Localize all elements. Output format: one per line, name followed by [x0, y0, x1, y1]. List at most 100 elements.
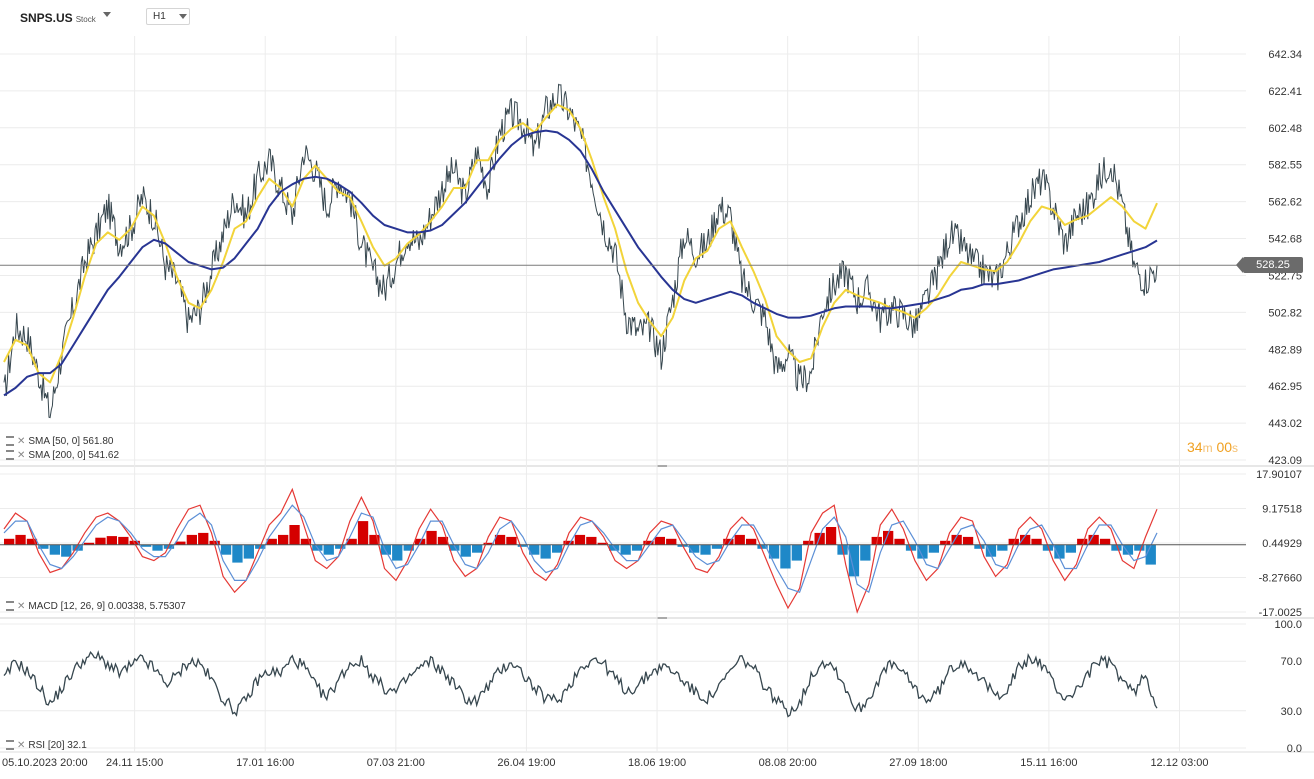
countdown-minutes-unit: m: [1202, 441, 1213, 455]
y-tick-label: -8.27660: [1259, 573, 1302, 585]
sma200-label: SMA [200, 0] 541.62: [28, 450, 120, 461]
macd-histogram-bar: [962, 536, 974, 545]
macd-panel[interactable]: [0, 487, 1246, 614]
macd-histogram-bar: [220, 544, 232, 555]
sma200-legend[interactable]: ✕ SMA [200, 0] 541.62: [6, 450, 119, 461]
macd-histogram-bar: [266, 538, 277, 545]
price-line[interactable]: [3, 83, 1158, 419]
macd-histogram-bar: [335, 544, 346, 549]
countdown-seconds-unit: s: [1232, 441, 1239, 455]
macd-histogram-bar: [552, 544, 563, 553]
sma50-legend[interactable]: ✕ SMA [50, 0] 561.80: [6, 436, 113, 447]
y-tick-label: 642.34: [1268, 49, 1302, 61]
settings-icon[interactable]: [6, 450, 14, 461]
macd-histogram-bar: [746, 538, 757, 545]
current-price-tag: 528.25: [1236, 257, 1303, 274]
price-panel[interactable]: [0, 83, 1246, 419]
macd-histogram-bar: [152, 544, 163, 551]
macd-histogram-bar: [574, 534, 586, 545]
x-tick-label: 17.01 16:00: [236, 757, 294, 769]
macd-histogram-bar: [61, 544, 72, 557]
macd-histogram-bar: [940, 540, 951, 545]
macd-histogram-bar: [26, 538, 38, 545]
macd-histogram-bar: [278, 534, 289, 545]
symbol-dropdown-icon[interactable]: [103, 12, 111, 17]
macd-histogram-bar: [118, 536, 129, 545]
timeframe-dropdown-icon: [179, 14, 187, 19]
close-icon[interactable]: ✕: [17, 450, 26, 461]
y-tick-label: 70.0: [1281, 656, 1302, 668]
macd-histogram-bar: [894, 538, 905, 545]
chart-toolbar: SNPS.US Stock H1: [0, 0, 1314, 32]
macd-histogram-bar: [597, 542, 608, 545]
chart-grid: [0, 36, 1314, 753]
y-tick-label: 602.48: [1268, 123, 1302, 135]
macd-line[interactable]: [3, 487, 1158, 614]
macd-histogram-bar: [163, 544, 175, 549]
macd-histogram-bar: [369, 534, 380, 545]
macd-histogram-bar: [175, 541, 186, 545]
rsi-legend[interactable]: ✕ RSI [20] 32.1: [6, 740, 87, 751]
macd-legend[interactable]: ✕ MACD [12, 26, 9] 0.00338, 5.75307: [6, 601, 186, 612]
panel-resize-handle[interactable]: [657, 617, 667, 619]
macd-histogram-bar: [95, 537, 106, 545]
close-icon[interactable]: ✕: [17, 601, 26, 612]
x-tick-label: 27.09 18:00: [889, 757, 947, 769]
macd-histogram-bar: [905, 544, 917, 551]
panel-resize-handle[interactable]: [657, 465, 667, 467]
y-tick-label: 0.44929: [1262, 538, 1302, 550]
symbol-selector[interactable]: SNPS.US Stock: [20, 11, 96, 25]
rsi-panel[interactable]: [3, 650, 1158, 718]
y-tick-label: 0.0: [1287, 743, 1302, 755]
y-tick-label: 100.0: [1274, 619, 1302, 631]
macd-histogram-bar: [1031, 538, 1042, 545]
macd-histogram-bar: [323, 544, 334, 555]
macd-histogram-bar: [1145, 544, 1156, 565]
macd-histogram-bar: [357, 521, 369, 545]
macd-histogram-bar: [757, 544, 768, 549]
x-tick-label: 08.08 20:00: [759, 757, 817, 769]
macd-histogram-bar: [985, 544, 997, 557]
sma50-line[interactable]: [3, 103, 1158, 384]
x-tick-label: 15.11 16:00: [1020, 757, 1077, 769]
y-tick-label: 423.09: [1268, 455, 1302, 467]
settings-icon[interactable]: [6, 601, 14, 612]
macd-histogram-bar: [1122, 544, 1134, 555]
macd-histogram-bar: [1077, 538, 1088, 545]
macd-histogram-bar: [1088, 534, 1099, 545]
macd-histogram-bar: [289, 525, 300, 545]
macd-histogram-bar: [1020, 534, 1031, 545]
close-icon[interactable]: ✕: [17, 436, 26, 447]
y-tick-label: 502.82: [1268, 307, 1302, 319]
settings-icon[interactable]: [6, 740, 14, 751]
macd-histogram-bar: [186, 534, 197, 545]
macd-histogram-bar: [426, 530, 437, 545]
macd-histogram-bar: [517, 544, 528, 547]
macd-histogram-bar: [1008, 538, 1019, 545]
rsi-line[interactable]: [3, 650, 1158, 718]
macd-histogram-bar: [1054, 544, 1065, 559]
macd-histogram-bar: [689, 544, 700, 553]
axes: 05.10.2023 20:00 24.11 15:00 17.01 16:00 07…: [2, 49, 1302, 769]
signal-line[interactable]: [3, 504, 1158, 594]
y-tick-label: 17.90107: [1256, 469, 1302, 481]
settings-icon[interactable]: [6, 436, 14, 447]
macd-histogram-bar: [380, 544, 391, 555]
timeframe-selector[interactable]: H1: [146, 8, 190, 25]
close-icon[interactable]: ✕: [17, 740, 26, 751]
y-tick-label: 443.02: [1268, 418, 1302, 430]
macd-histogram-bar: [620, 544, 631, 555]
macd-histogram-bar: [711, 544, 723, 549]
macd-histogram-bar: [791, 544, 802, 561]
sma200-line[interactable]: [3, 129, 1158, 397]
macd-histogram-bar: [780, 544, 791, 569]
y-tick-label: 622.41: [1268, 86, 1302, 98]
macd-histogram-bar: [472, 544, 483, 553]
macd-histogram-bar: [49, 544, 60, 555]
macd-histogram-bar: [974, 544, 985, 549]
macd-histogram-bar: [38, 544, 49, 549]
macd-histogram-bar: [666, 538, 677, 545]
macd-histogram-bar: [4, 538, 15, 545]
macd-histogram-bar: [72, 544, 83, 551]
